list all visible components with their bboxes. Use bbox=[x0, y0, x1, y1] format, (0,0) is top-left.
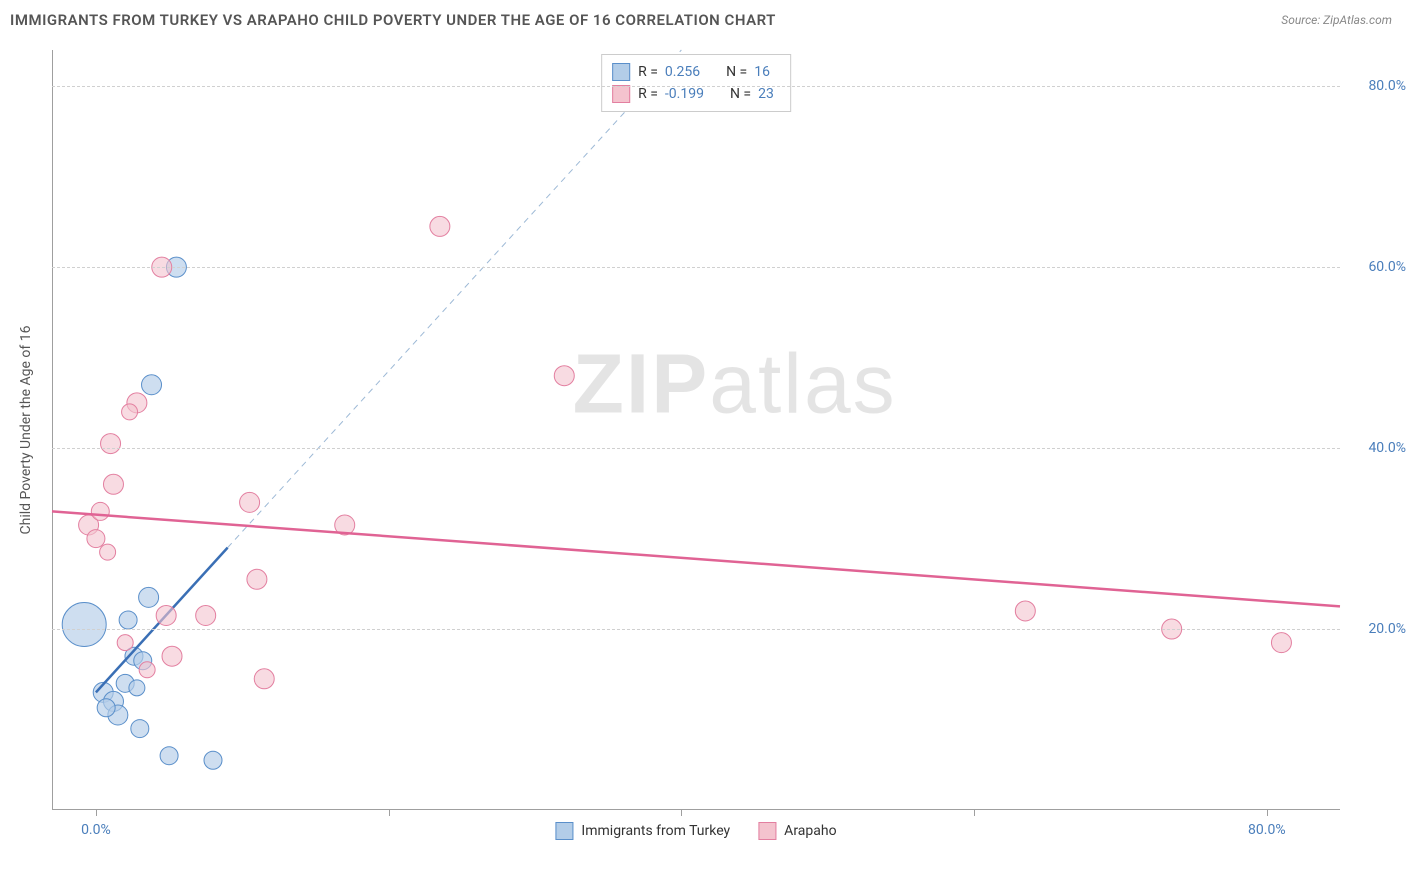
chart-svg-layer bbox=[52, 50, 1340, 810]
data-point-turkey bbox=[160, 747, 178, 765]
data-point-arapaho bbox=[240, 492, 260, 512]
trendline-arapaho bbox=[52, 511, 1340, 606]
legend-swatch bbox=[612, 63, 630, 81]
x-tick-mark bbox=[96, 810, 97, 816]
y-tick-label: 60.0% bbox=[1346, 259, 1406, 275]
header-bar: IMMIGRANTS FROM TURKEY VS ARAPAHO CHILD … bbox=[0, 0, 1406, 40]
data-point-arapaho bbox=[139, 662, 155, 678]
x-tick-mark bbox=[974, 810, 975, 816]
trendline-dashed-turkey bbox=[228, 50, 682, 548]
data-point-turkey bbox=[204, 751, 222, 769]
data-point-turkey bbox=[62, 603, 106, 647]
data-point-arapaho bbox=[1271, 633, 1291, 653]
chart-title: IMMIGRANTS FROM TURKEY VS ARAPAHO CHILD … bbox=[10, 11, 776, 29]
data-point-arapaho bbox=[100, 544, 116, 560]
x-tick-mark bbox=[389, 810, 390, 816]
data-point-arapaho bbox=[117, 635, 133, 651]
data-point-arapaho bbox=[87, 530, 105, 548]
data-point-arapaho bbox=[162, 646, 182, 666]
y-axis-label: Child Poverty Under the Age of 16 bbox=[18, 326, 34, 535]
legend-n: N = 16 bbox=[726, 61, 770, 83]
series-legend-item: Immigrants from Turkey bbox=[555, 822, 730, 840]
y-tick-label: 80.0% bbox=[1346, 78, 1406, 94]
legend-swatch bbox=[758, 822, 776, 840]
series-legend-label: Arapaho bbox=[784, 823, 836, 839]
data-point-arapaho bbox=[122, 404, 138, 420]
source-prefix: Source: bbox=[1281, 13, 1323, 27]
x-tick-mark bbox=[681, 810, 682, 816]
data-point-arapaho bbox=[101, 434, 121, 454]
x-tick-label: 80.0% bbox=[1248, 822, 1286, 838]
data-point-arapaho bbox=[196, 605, 216, 625]
data-point-arapaho bbox=[254, 669, 274, 689]
series-legend-label: Immigrants from Turkey bbox=[581, 823, 730, 839]
data-point-arapaho bbox=[1015, 601, 1035, 621]
data-point-turkey bbox=[119, 611, 137, 629]
data-point-arapaho bbox=[554, 366, 574, 386]
y-tick-label: 20.0% bbox=[1346, 621, 1406, 637]
data-point-turkey bbox=[97, 699, 115, 717]
source-link[interactable]: ZipAtlas.com bbox=[1323, 13, 1392, 27]
legend-swatch bbox=[555, 822, 573, 840]
correlation-legend-row: R = 0.256 N = 16 bbox=[612, 61, 774, 83]
data-point-arapaho bbox=[247, 569, 267, 589]
data-point-turkey bbox=[129, 680, 145, 696]
legend-swatch bbox=[612, 85, 630, 103]
data-point-turkey bbox=[139, 587, 159, 607]
y-tick-label: 40.0% bbox=[1346, 440, 1406, 456]
gridline-h bbox=[52, 629, 1340, 630]
legend-r: R = 0.256 bbox=[638, 61, 700, 83]
data-point-turkey bbox=[131, 720, 149, 738]
data-point-arapaho bbox=[91, 502, 109, 520]
chart-plot-area: Child Poverty Under the Age of 16 ZIPatl… bbox=[52, 50, 1340, 810]
gridline-h bbox=[52, 86, 1340, 87]
data-point-turkey bbox=[142, 375, 162, 395]
series-legend-item: Arapaho bbox=[758, 822, 836, 840]
x-tick-label: 0.0% bbox=[81, 822, 111, 838]
source-attribution: Source: ZipAtlas.com bbox=[1281, 13, 1392, 27]
data-point-arapaho bbox=[430, 216, 450, 236]
gridline-h bbox=[52, 448, 1340, 449]
x-tick-mark bbox=[1267, 810, 1268, 816]
series-legend: Immigrants from Turkey Arapaho bbox=[555, 822, 836, 840]
gridline-h bbox=[52, 267, 1340, 268]
correlation-legend: R = 0.256N = 16R = -0.199N = 23 bbox=[601, 54, 791, 112]
data-point-arapaho bbox=[103, 474, 123, 494]
data-point-arapaho bbox=[156, 605, 176, 625]
